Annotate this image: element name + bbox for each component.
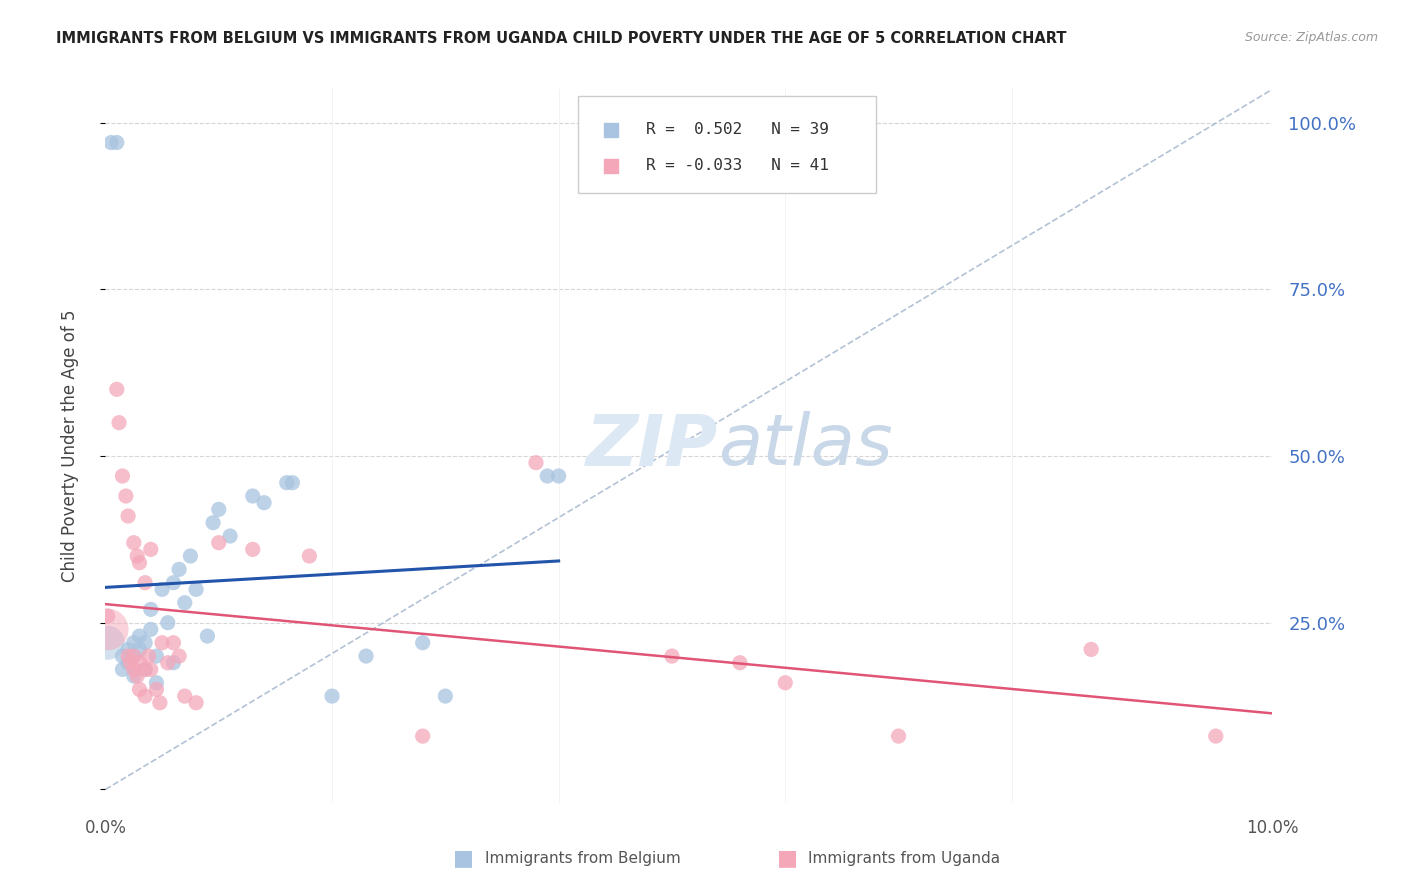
- Point: [122, 662, 145, 676]
- Point: [242, 489, 264, 503]
- Point: [139, 542, 162, 557]
- Point: [134, 636, 156, 650]
- Point: [412, 729, 434, 743]
- Point: [536, 469, 558, 483]
- Point: [117, 509, 139, 524]
- Point: [281, 475, 304, 490]
- Text: ■: ■: [454, 848, 474, 868]
- Point: [134, 662, 156, 676]
- Point: [156, 656, 179, 670]
- Point: [100, 136, 122, 150]
- Point: [162, 575, 184, 590]
- Point: [105, 382, 128, 396]
- Text: IMMIGRANTS FROM BELGIUM VS IMMIGRANTS FROM UGANDA CHILD POVERTY UNDER THE AGE OF: IMMIGRANTS FROM BELGIUM VS IMMIGRANTS FR…: [56, 31, 1067, 46]
- Point: [128, 629, 150, 643]
- Point: [111, 469, 134, 483]
- Point: [321, 689, 343, 703]
- Point: [173, 689, 195, 703]
- Point: [253, 496, 276, 510]
- Point: [128, 642, 150, 657]
- Point: [173, 596, 195, 610]
- Point: [120, 656, 142, 670]
- Y-axis label: Child Poverty Under the Age of 5: Child Poverty Under the Age of 5: [60, 310, 79, 582]
- Text: Source: ZipAtlas.com: Source: ZipAtlas.com: [1244, 31, 1378, 45]
- FancyBboxPatch shape: [578, 96, 876, 193]
- Point: [661, 649, 683, 664]
- Point: [298, 549, 321, 563]
- Point: [127, 549, 149, 563]
- Text: ZIP: ZIP: [586, 411, 718, 481]
- Point: [134, 689, 156, 703]
- Point: [122, 535, 145, 549]
- Point: [208, 502, 231, 516]
- Point: [97, 609, 120, 624]
- Point: [122, 649, 145, 664]
- Point: [156, 615, 179, 630]
- Point: [150, 582, 173, 597]
- Point: [149, 696, 172, 710]
- Point: [179, 549, 201, 563]
- Point: [108, 416, 131, 430]
- Point: [145, 675, 167, 690]
- Point: [167, 649, 190, 664]
- Point: [547, 469, 569, 483]
- Point: [412, 636, 434, 650]
- Text: Immigrants from Uganda: Immigrants from Uganda: [808, 851, 1001, 865]
- Point: [1205, 729, 1227, 743]
- Point: [117, 649, 139, 664]
- Point: [1080, 642, 1102, 657]
- Point: [184, 696, 207, 710]
- Point: [111, 662, 134, 676]
- Point: [145, 649, 167, 664]
- Point: [162, 636, 184, 650]
- Point: [167, 562, 190, 576]
- Text: Immigrants from Belgium: Immigrants from Belgium: [485, 851, 681, 865]
- Point: [354, 649, 377, 664]
- Point: [122, 649, 145, 664]
- Point: [128, 682, 150, 697]
- Point: [122, 636, 145, 650]
- Point: [184, 582, 207, 597]
- Point: [276, 475, 298, 490]
- Point: [97, 623, 120, 637]
- Text: R =  0.502   N = 39: R = 0.502 N = 39: [645, 122, 828, 137]
- Point: [138, 649, 160, 664]
- Text: R = -0.033   N = 41: R = -0.033 N = 41: [645, 158, 828, 173]
- Point: [128, 556, 150, 570]
- Point: [127, 669, 149, 683]
- Point: [162, 656, 184, 670]
- Point: [139, 602, 162, 616]
- Point: [117, 642, 139, 657]
- Point: [139, 623, 162, 637]
- Point: [434, 689, 457, 703]
- Point: [202, 516, 225, 530]
- Point: [139, 662, 162, 676]
- Point: [145, 682, 167, 697]
- Point: [887, 729, 910, 743]
- Point: [524, 456, 547, 470]
- Point: [150, 636, 173, 650]
- Point: [728, 656, 751, 670]
- Point: [97, 636, 120, 650]
- Point: [117, 656, 139, 670]
- Point: [111, 649, 134, 664]
- Point: [134, 662, 156, 676]
- Point: [208, 535, 231, 549]
- Point: [105, 136, 128, 150]
- Text: atlas: atlas: [718, 411, 893, 481]
- Point: [122, 669, 145, 683]
- Point: [242, 542, 264, 557]
- Point: [128, 656, 150, 670]
- Point: [197, 629, 219, 643]
- Point: [219, 529, 242, 543]
- Point: [115, 489, 138, 503]
- Point: [134, 575, 156, 590]
- Point: [773, 675, 796, 690]
- Text: ■: ■: [778, 848, 797, 868]
